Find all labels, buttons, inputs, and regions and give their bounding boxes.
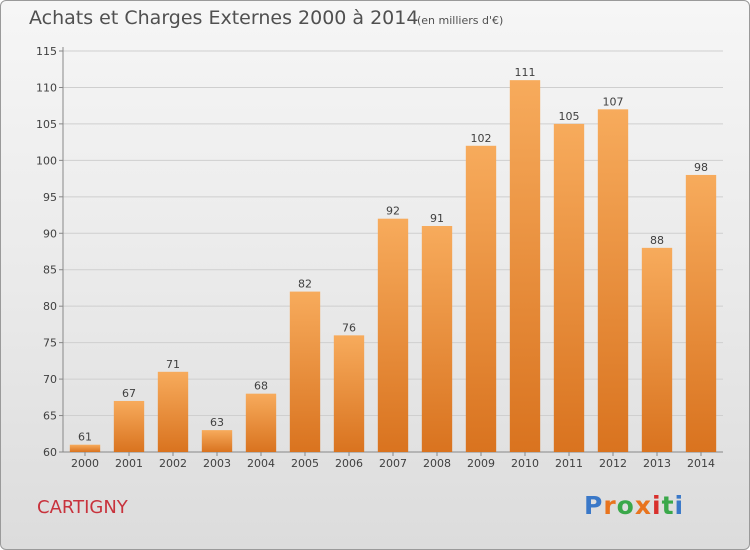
y-tick-label: 105	[36, 118, 57, 131]
logo-letter: o	[616, 491, 635, 520]
logo-letter: i	[674, 491, 685, 520]
bar	[201, 430, 233, 452]
x-tick-label: 2002	[159, 457, 187, 470]
y-tick-label: 80	[43, 300, 57, 313]
bar-value-label: 92	[386, 205, 400, 218]
x-tick-label: 2006	[335, 457, 363, 470]
x-tick-label: 2011	[555, 457, 583, 470]
proxiti-logo[interactable]: Proxiti	[584, 491, 684, 520]
bar	[289, 291, 321, 452]
y-tick-label: 85	[43, 264, 57, 277]
x-tick-label: 2000	[71, 457, 99, 470]
commune-name: CARTIGNY	[37, 497, 128, 518]
bar-value-label: 98	[694, 161, 708, 174]
bar	[113, 400, 145, 452]
logo-letter: r	[603, 491, 617, 520]
y-tick-label: 95	[43, 191, 57, 204]
y-tick-label: 70	[43, 373, 57, 386]
bar	[333, 335, 365, 452]
bar-value-label: 63	[210, 416, 224, 429]
x-tick-label: 2003	[203, 457, 231, 470]
y-tick-label: 65	[43, 410, 57, 423]
y-tick-label: 100	[36, 154, 57, 167]
bar-value-label: 88	[650, 234, 664, 247]
bar	[685, 174, 717, 453]
logo-letter: i	[652, 491, 662, 520]
y-tick-label: 110	[36, 81, 57, 94]
bar-value-label: 107	[603, 95, 624, 108]
chart-title: Achats et Charges Externes 2000 à 2014	[29, 7, 419, 29]
bar	[245, 393, 277, 452]
logo-letter: x	[634, 491, 652, 520]
bar-value-label: 82	[298, 278, 312, 291]
bar-value-label: 67	[122, 387, 136, 400]
y-tick-label: 60	[43, 446, 57, 459]
x-tick-label: 2014	[687, 457, 715, 470]
bar-value-label: 102	[471, 132, 492, 145]
bar	[465, 145, 497, 453]
bar-value-label: 76	[342, 321, 356, 334]
bar	[597, 109, 629, 452]
y-tick-label: 75	[43, 337, 57, 350]
bar	[157, 371, 189, 452]
bar	[553, 123, 585, 452]
logo-letter: P	[584, 491, 604, 520]
y-tick-label: 115	[36, 45, 57, 58]
x-tick-label: 2013	[643, 457, 671, 470]
x-tick-label: 2012	[599, 457, 627, 470]
bar-value-label: 111	[515, 66, 536, 79]
x-tick-label: 2009	[467, 457, 495, 470]
x-tick-label: 2004	[247, 457, 275, 470]
bar	[641, 247, 673, 452]
x-tick-label: 2005	[291, 457, 319, 470]
bar-value-label: 105	[559, 110, 580, 123]
bar-value-label: 91	[430, 212, 444, 225]
bar-value-label: 68	[254, 380, 268, 393]
chart-subtitle: (en milliers d'€)	[417, 14, 504, 27]
y-tick-label: 90	[43, 227, 57, 240]
bar	[509, 80, 541, 452]
x-tick-label: 2010	[511, 457, 539, 470]
bar	[69, 444, 101, 452]
x-tick-label: 2001	[115, 457, 143, 470]
bar	[421, 225, 453, 452]
x-tick-label: 2007	[379, 457, 407, 470]
bar-value-label: 61	[78, 431, 92, 444]
bar	[377, 218, 409, 452]
logo-letter: t	[661, 491, 675, 520]
bar-value-label: 71	[166, 358, 180, 371]
x-tick-label: 2008	[423, 457, 451, 470]
